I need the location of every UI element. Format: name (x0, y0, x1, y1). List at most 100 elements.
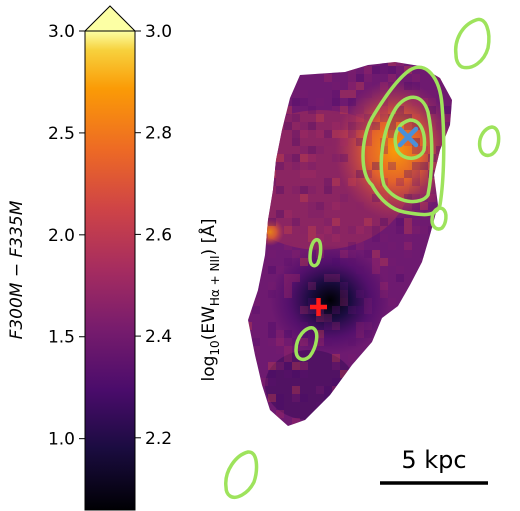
map-pixel (348, 66, 356, 74)
map-pixel (332, 98, 340, 106)
map-pixel (348, 418, 356, 426)
map-pixel (340, 298, 348, 306)
map-pixel (252, 170, 260, 178)
map-pixel (252, 410, 260, 418)
map-pixel (356, 90, 364, 98)
map-pixel (340, 410, 348, 418)
map-pixel (348, 74, 356, 82)
map-pixel (388, 258, 396, 266)
map-pixel (444, 178, 452, 186)
map-pixel (388, 370, 396, 378)
contour-bottom-left (224, 450, 259, 499)
map-pixel (276, 410, 284, 418)
map-pixel (364, 138, 372, 146)
map-pixel (436, 290, 444, 298)
map-pixel (324, 226, 332, 234)
map-pixel (316, 114, 324, 122)
map-pixel (452, 98, 460, 106)
map-pixel (252, 346, 260, 354)
map-pixel (300, 250, 308, 258)
map-pixel (436, 362, 444, 370)
map-pixel (324, 138, 332, 146)
map-pixel (324, 186, 332, 194)
map-pixel (300, 258, 308, 266)
map-pixel (324, 274, 332, 282)
map-pixel (292, 386, 300, 394)
map-pixel (284, 114, 292, 122)
map-pixel (308, 106, 316, 114)
right-axis-label: log10(EWHα + NII) [Å] (197, 219, 222, 382)
map-pixel (420, 250, 428, 258)
map-pixel (332, 202, 340, 210)
map-pixel (332, 218, 340, 226)
map-pixel (308, 170, 316, 178)
map-pixel (332, 354, 340, 362)
map-pixel (428, 402, 436, 410)
map-pixel (268, 282, 276, 290)
map-pixel (268, 162, 276, 170)
map-pixel (452, 266, 460, 274)
map-pixel (436, 354, 444, 362)
map-pixel (412, 202, 420, 210)
map-pixel (396, 62, 404, 66)
galaxy-map (248, 62, 460, 434)
map-pixel (436, 266, 444, 274)
map-pixel (436, 394, 444, 402)
map-pixel (356, 242, 364, 250)
map-pixel (380, 274, 388, 282)
map-pixel (276, 362, 284, 370)
map-pixel (292, 66, 300, 74)
map-pixel (260, 74, 268, 82)
map-pixel (428, 346, 436, 354)
right-tick-label: 2.2 (145, 429, 172, 449)
map-pixel (380, 82, 388, 90)
map-pixel (420, 274, 428, 282)
map-pixel (340, 194, 348, 202)
map-pixel (248, 210, 252, 218)
map-pixel (372, 258, 380, 266)
map-pixel (356, 330, 364, 338)
map-pixel (308, 210, 316, 218)
map-pixel (340, 62, 348, 66)
map-pixel (356, 322, 364, 330)
map-pixel (284, 330, 292, 338)
map-pixel (412, 170, 420, 178)
map-pixel (452, 426, 460, 434)
map-pixel (300, 62, 308, 66)
map-pixel (248, 146, 252, 154)
map-pixel (348, 410, 356, 418)
map-pixel (248, 266, 252, 274)
map-pixel (324, 74, 332, 82)
map-pixel (276, 162, 284, 170)
map-pixel (452, 362, 460, 370)
map-pixel (340, 290, 348, 298)
map-pixel (292, 362, 300, 370)
map-pixel (436, 122, 444, 130)
map-pixel (452, 242, 460, 250)
map-pixel (324, 130, 332, 138)
map-pixel (380, 114, 388, 122)
map-pixel (276, 186, 284, 194)
map-pixel (388, 162, 396, 170)
map-pixel (284, 274, 292, 282)
left-axis-ticks: 1.0 1.5 2.0 2.5 3.0 (48, 22, 85, 450)
map-pixel (300, 130, 308, 138)
map-pixel (248, 98, 252, 106)
left-tick-label: 2.5 (48, 124, 75, 144)
map-pixel (284, 106, 292, 114)
map-pixel (412, 162, 420, 170)
map-pixel (372, 402, 380, 410)
map-pixel (252, 394, 260, 402)
map-pixel (300, 146, 308, 154)
map-pixel (324, 178, 332, 186)
map-pixel (348, 306, 356, 314)
map-pixel (412, 322, 420, 330)
map-pixel (284, 370, 292, 378)
map-pixel (284, 346, 292, 354)
map-pixel (364, 330, 372, 338)
map-pixel (324, 218, 332, 226)
map-pixel (380, 266, 388, 274)
map-pixel (252, 338, 260, 346)
map-pixel (340, 138, 348, 146)
map-pixel (300, 330, 308, 338)
